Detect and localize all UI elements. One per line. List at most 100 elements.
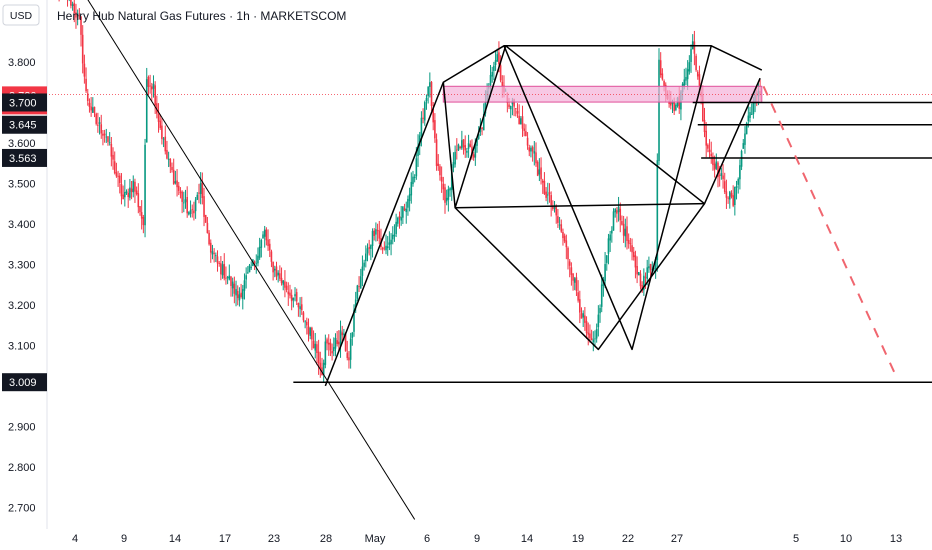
projection-line: [762, 85, 896, 375]
candle: [147, 75, 150, 95]
candle: [543, 172, 546, 195]
candle-body: [260, 240, 263, 248]
level-3-label-bg: [2, 148, 47, 167]
price-axis[interactable]: 3.800 3.600 3.500 3.400 3.300 3.200 3.100 2.900…: [8, 57, 36, 514]
candle: [292, 297, 295, 308]
candle: [592, 331, 595, 352]
candle-body: [193, 210, 195, 214]
candle: [226, 275, 229, 285]
candle-body: [402, 206, 404, 218]
y-tick-label: 2.900: [8, 421, 36, 433]
candle: [279, 265, 281, 282]
candle: [228, 264, 231, 281]
candle: [728, 190, 731, 209]
candle-body: [161, 125, 163, 139]
candle-body: [710, 153, 713, 157]
candle-body: [125, 191, 128, 194]
candle-body: [359, 276, 362, 289]
candle-body: [447, 189, 450, 200]
candle-body: [189, 210, 192, 214]
candle: [324, 334, 327, 369]
candle-body: [568, 261, 571, 266]
candle-body: [285, 285, 288, 290]
candle: [580, 307, 583, 319]
candle-body: [536, 161, 539, 176]
candle-body: [171, 166, 173, 170]
candle: [260, 238, 263, 258]
candle: [440, 166, 443, 193]
candle: [661, 68, 664, 81]
candle: [287, 282, 290, 306]
candle: [184, 189, 187, 209]
candle: [142, 214, 145, 234]
candle-body: [472, 154, 475, 158]
candle-body: [693, 41, 696, 54]
candle-body: [92, 107, 94, 113]
candle: [734, 186, 736, 216]
candle: [110, 136, 113, 167]
candle: [390, 233, 392, 256]
candle: [531, 145, 534, 162]
time-axis[interactable]: 4914172328May6914192227Jun51013: [72, 531, 902, 549]
level-3-label-text: 3.563: [9, 153, 37, 165]
candle: [349, 332, 352, 369]
currency-badge[interactable]: [2, 4, 40, 26]
candle: [326, 337, 328, 351]
candle: [280, 267, 283, 286]
x-tick-label: May: [365, 533, 386, 545]
candle-body: [434, 120, 436, 139]
candle-body: [100, 124, 103, 134]
candle: [723, 172, 726, 194]
candle: [161, 117, 163, 145]
candle-body: [127, 192, 130, 198]
candle: [346, 340, 349, 361]
candle-body: [604, 264, 606, 282]
candle-body: [157, 113, 160, 122]
candle-body: [336, 340, 338, 344]
candle: [739, 159, 741, 190]
candle: [452, 152, 455, 173]
candle-body: [489, 74, 492, 86]
candle-body: [577, 292, 579, 301]
candle: [183, 191, 185, 213]
candle-body: [395, 221, 397, 235]
candle-body: [533, 151, 536, 154]
candle: [720, 167, 723, 180]
candle-body: [427, 86, 429, 97]
candle-body: [521, 116, 524, 129]
candle-body: [467, 143, 470, 149]
candle: [611, 226, 613, 243]
candle-body: [88, 102, 91, 107]
candle-body: [420, 117, 423, 136]
candle: [523, 123, 526, 137]
candle: [193, 201, 195, 221]
candle: [314, 332, 317, 359]
candle-body: [509, 105, 512, 110]
candle-body: [673, 101, 675, 112]
candle-body: [290, 294, 293, 302]
candle-body: [97, 124, 99, 126]
x-tick-label: 10: [840, 533, 852, 545]
candle: [750, 103, 753, 115]
candle-body: [366, 248, 369, 254]
candle-body: [688, 62, 691, 72]
candle: [274, 265, 276, 278]
candle: [518, 104, 520, 125]
candle: [371, 228, 374, 258]
candle: [140, 200, 143, 230]
candle: [272, 261, 274, 281]
candle-body: [233, 283, 236, 294]
candle: [398, 211, 401, 229]
candle-body: [717, 162, 719, 178]
candle: [584, 306, 586, 331]
candle: [177, 181, 180, 196]
candle-body: [142, 217, 145, 226]
candle-body: [727, 197, 729, 199]
candle: [162, 137, 165, 148]
x-tick-label: 9: [474, 533, 480, 545]
candle-body: [526, 137, 529, 146]
candle-body: [605, 255, 608, 263]
candle-body: [198, 192, 200, 194]
candle: [464, 135, 467, 158]
